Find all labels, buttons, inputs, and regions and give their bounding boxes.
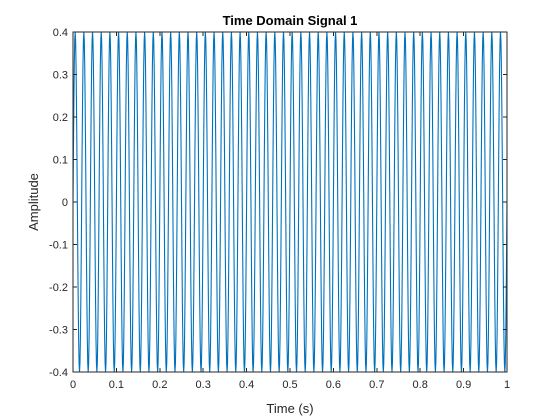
x-tick-label: 0.9: [456, 379, 471, 391]
y-tick-label: -0.1: [49, 240, 68, 252]
y-tick-label: 0.3: [53, 70, 68, 82]
x-tick-label: 0.8: [413, 379, 428, 391]
y-tick-label: -0.3: [49, 325, 68, 337]
x-tick-label: 0.3: [196, 379, 211, 391]
x-tick-label: 0.5: [282, 379, 297, 391]
y-tick-label: 0.1: [53, 155, 68, 167]
series-line-1: [73, 31, 507, 373]
x-tick-label: 0: [70, 379, 76, 391]
x-tick-label: 1: [504, 379, 510, 391]
x-tick-label: 0.6: [326, 379, 341, 391]
y-axis-ticks: -0.4 -0.3 -0.2 -0.1 0 0.1 0.2 0.3 0.4: [49, 27, 507, 379]
y-tick-label: 0.4: [53, 27, 68, 39]
x-axis-ticks: 0 0.1 0.2 0.3 0.4 0.5 0.6 0.7 0.8 0.9 1: [70, 32, 510, 391]
x-tick-label: 0.4: [239, 379, 254, 391]
x-tick-label: 0.1: [109, 379, 124, 391]
y-tick-label: -0.4: [49, 367, 68, 379]
y-axis-label: Amplitude: [26, 173, 41, 231]
x-tick-label: 0.2: [152, 379, 167, 391]
y-tick-label: -0.2: [49, 282, 68, 294]
chart-title: Time Domain Signal 1: [223, 13, 358, 28]
y-tick-label: 0.2: [53, 112, 68, 124]
y-tick-label: 0: [62, 197, 68, 209]
x-tick-label: 0.7: [369, 379, 384, 391]
plot-area: [73, 31, 507, 373]
x-axis-label: Time (s): [266, 401, 313, 416]
